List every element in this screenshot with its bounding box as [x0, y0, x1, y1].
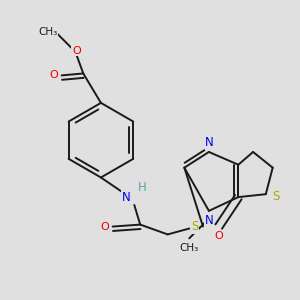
- Text: S: S: [191, 220, 199, 233]
- Text: N: N: [122, 190, 131, 204]
- Text: O: O: [72, 46, 81, 56]
- Text: CH₃: CH₃: [180, 243, 199, 253]
- Text: O: O: [100, 222, 109, 232]
- Text: O: O: [214, 231, 223, 242]
- Text: N: N: [205, 136, 213, 148]
- Text: CH₃: CH₃: [38, 27, 58, 37]
- Text: O: O: [50, 70, 58, 80]
- Text: S: S: [272, 190, 279, 202]
- Text: H: H: [138, 181, 146, 194]
- Text: N: N: [205, 214, 213, 227]
